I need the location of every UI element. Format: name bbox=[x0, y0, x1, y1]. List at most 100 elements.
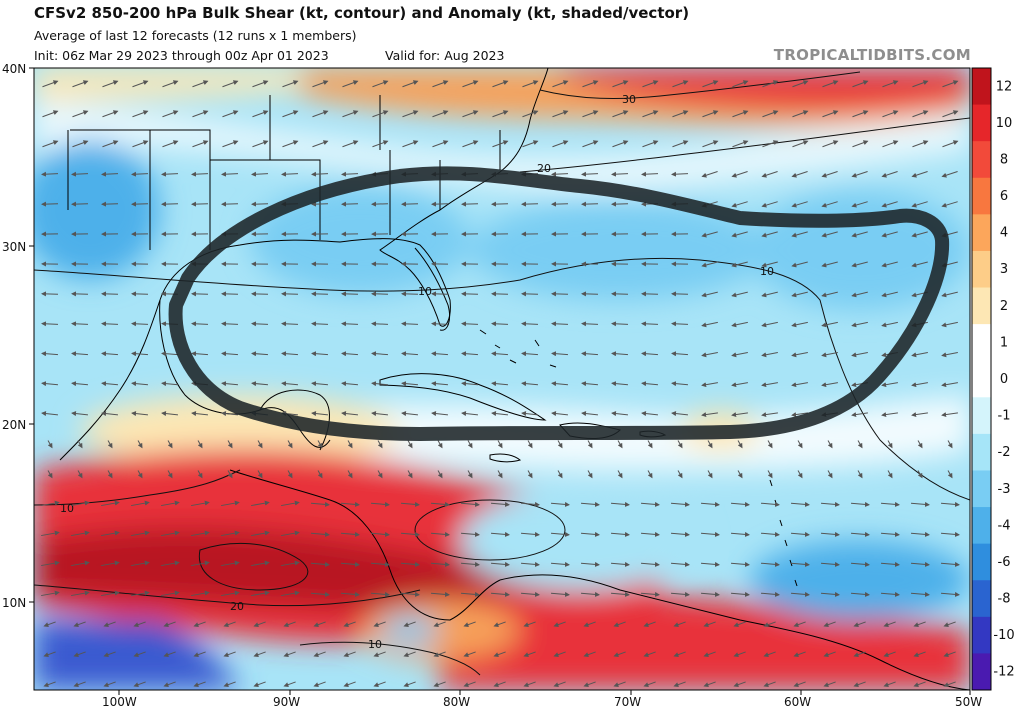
vector-arrow bbox=[797, 470, 803, 479]
vector-arrow bbox=[491, 321, 509, 327]
vector-arrow bbox=[282, 140, 299, 148]
vector-arrow bbox=[400, 591, 420, 597]
vector-arrow bbox=[313, 681, 326, 688]
vector-arrow bbox=[552, 110, 569, 118]
vector-arrow bbox=[491, 351, 509, 357]
vector-arrow bbox=[251, 590, 270, 597]
vector-arrow bbox=[707, 470, 713, 479]
latitude-ticks bbox=[29, 67, 34, 603]
vector-arrow bbox=[340, 591, 360, 597]
vector-arrow bbox=[432, 140, 449, 148]
vector-arrow bbox=[523, 651, 536, 658]
vector-arrow bbox=[430, 531, 450, 537]
colorbar-swatch bbox=[972, 433, 991, 471]
vector-arrow bbox=[431, 411, 449, 417]
vector-arrow bbox=[947, 470, 953, 479]
vector-arrow bbox=[133, 681, 146, 688]
vector-arrow bbox=[857, 470, 863, 479]
vector-arrow bbox=[431, 351, 449, 357]
vector-arrow bbox=[642, 80, 659, 88]
vector-arrow bbox=[191, 321, 209, 327]
lat-label-20n: 20N bbox=[2, 418, 26, 432]
vector-arrow bbox=[371, 321, 389, 327]
vector-arrow bbox=[733, 681, 746, 688]
vector-arrow bbox=[221, 381, 239, 387]
vector-arrow bbox=[793, 681, 806, 688]
colorbar-label: -1 bbox=[998, 409, 1011, 424]
vector-arrow bbox=[281, 590, 300, 597]
vector-arrow bbox=[761, 321, 778, 328]
vector-arrow bbox=[431, 321, 449, 327]
vector-arrow bbox=[42, 110, 59, 118]
vector-arrow bbox=[791, 382, 808, 388]
vector-arrow bbox=[493, 651, 506, 658]
vector-arrow bbox=[910, 501, 930, 507]
vector-arrow bbox=[310, 591, 330, 597]
vector-arrow bbox=[520, 591, 540, 597]
vector-arrow bbox=[72, 140, 89, 148]
vector-arrow bbox=[161, 500, 180, 507]
vector-arrow bbox=[761, 231, 778, 238]
vector-arrow bbox=[131, 560, 150, 567]
vector-arrow bbox=[101, 351, 119, 357]
vector-arrow bbox=[912, 80, 929, 88]
vector-arrow bbox=[793, 651, 806, 658]
vector-arrow bbox=[880, 561, 900, 567]
vector-arrow bbox=[47, 470, 53, 479]
vector-arrow bbox=[821, 321, 838, 328]
vector-arrow bbox=[221, 171, 239, 177]
vector-arrow bbox=[821, 352, 838, 358]
vector-arrow bbox=[883, 621, 896, 628]
vector-arrow bbox=[941, 321, 958, 328]
vector-arrow bbox=[73, 621, 86, 628]
vector-arrow bbox=[553, 681, 566, 688]
vector-arrow bbox=[430, 561, 450, 567]
vector-arrow bbox=[341, 171, 359, 177]
colorbar-swatch bbox=[972, 543, 991, 581]
vector-arrow bbox=[71, 171, 89, 177]
vector-arrow bbox=[581, 381, 599, 387]
colorbar-label: -6 bbox=[998, 555, 1011, 570]
lat-label-10n: 10N bbox=[2, 596, 26, 610]
vector-arrow bbox=[941, 412, 958, 418]
colorbar-label: 4 bbox=[1000, 226, 1008, 241]
vector-arrow bbox=[192, 110, 209, 118]
vector-arrow bbox=[101, 411, 119, 417]
vector-arrow bbox=[257, 470, 263, 479]
vector-arrow bbox=[281, 351, 299, 357]
vector-arrow bbox=[167, 440, 173, 449]
vector-arrow bbox=[942, 80, 959, 88]
vector-arrow bbox=[312, 110, 329, 118]
vector-arrow bbox=[617, 440, 623, 449]
vector-arrow bbox=[647, 470, 653, 479]
vector-arrow bbox=[313, 621, 326, 628]
vector-arrow bbox=[580, 561, 600, 567]
vector-arrow bbox=[403, 621, 416, 628]
vector-arrow bbox=[673, 621, 686, 628]
colorbar-label: 10 bbox=[996, 116, 1013, 131]
vector-arrow bbox=[767, 470, 773, 479]
vector-arrow bbox=[493, 681, 506, 688]
vector-arrow bbox=[640, 531, 660, 537]
vector-arrow bbox=[911, 201, 928, 208]
vector-arrow bbox=[221, 411, 239, 417]
vector-arrow bbox=[401, 381, 419, 387]
vector-arrow bbox=[490, 591, 510, 597]
vector-arrow bbox=[910, 591, 930, 597]
vector-arrow bbox=[521, 381, 539, 387]
contour-label-20: 20 bbox=[230, 600, 244, 613]
colorbar-label: -12 bbox=[993, 665, 1014, 680]
vector-arrow bbox=[881, 291, 898, 298]
lon-label-70w: 70W bbox=[614, 695, 641, 709]
vector-arrow bbox=[883, 681, 896, 688]
vector-arrow bbox=[371, 201, 389, 207]
vector-arrow bbox=[107, 440, 113, 449]
vector-arrow bbox=[372, 110, 389, 118]
vector-arrow bbox=[587, 440, 593, 449]
vector-arrow bbox=[791, 412, 808, 418]
vector-arrow bbox=[762, 110, 779, 118]
vector-arrow bbox=[347, 470, 353, 479]
vector-arrow bbox=[731, 382, 748, 388]
map-area: 30 20 10 10 10 20 10 bbox=[34, 68, 970, 690]
vector-arrow bbox=[71, 560, 90, 567]
